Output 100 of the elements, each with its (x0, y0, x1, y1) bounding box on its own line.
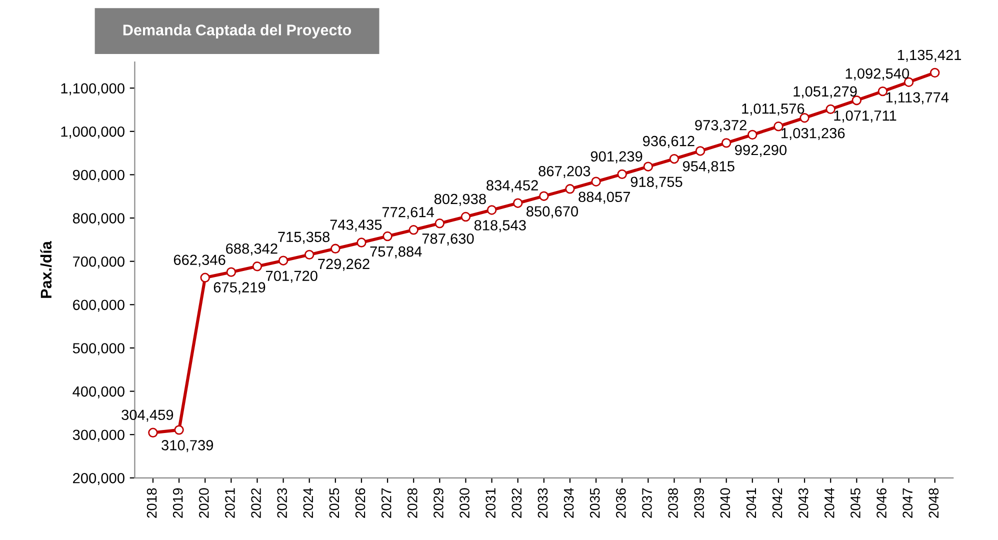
x-tick-label: 2037 (642, 488, 652, 518)
x-tick-label: 2032 (512, 488, 522, 518)
data-label: 973,372 (695, 120, 746, 132)
point (748, 130, 758, 140)
data-label: 1,113,774 (886, 92, 949, 104)
data-label: 834,452 (486, 180, 538, 192)
x-tick-label: 2041 (746, 488, 756, 518)
point (539, 191, 549, 201)
data-label: 757,884 (370, 246, 422, 258)
x-tick-label: 2021 (225, 488, 235, 518)
data-label: 743,435 (330, 220, 382, 232)
x-tick-label: 2047 (902, 488, 913, 518)
data-label: 675,219 (214, 282, 266, 294)
data-label: 901,239 (590, 151, 642, 164)
point (382, 231, 392, 242)
point (565, 184, 575, 194)
x-tick-label: 2022 (251, 488, 261, 518)
y-tick-label: 900,000 (72, 170, 124, 182)
point (304, 250, 314, 260)
x-tick-label: 2035 (590, 488, 600, 518)
data-label: 1,051,279 (794, 86, 857, 98)
x-tick-label: 2048 (928, 488, 939, 518)
x-tick-label: 2020 (198, 488, 209, 518)
point (774, 122, 784, 132)
point (826, 104, 836, 114)
x-tick-label: 2040 (720, 488, 730, 518)
data-label: 992,290 (735, 144, 787, 157)
x-tick-label: 2038 (668, 488, 678, 518)
data-label: 715,358 (278, 232, 330, 244)
x-tick-label: 2044 (824, 488, 834, 518)
point (878, 86, 888, 96)
data-label: 918,755 (630, 176, 682, 189)
chart-title: Demanda Captada del Proyecto (123, 24, 352, 38)
y-tick-label: 1,100,000 (61, 83, 124, 96)
data-label: 954,815 (682, 161, 734, 174)
x-tick-label: 2019 (172, 488, 183, 518)
y-tick-label: 700,000 (73, 256, 124, 268)
data-label: 1,071,711 (834, 110, 896, 122)
point (643, 162, 654, 172)
x-tick-label: 2018 (146, 488, 157, 518)
y-tick-label: 800,000 (72, 213, 124, 226)
point (617, 169, 627, 180)
data-label: 936,612 (642, 136, 694, 148)
x-tick-label: 2042 (772, 488, 782, 518)
point (591, 176, 601, 186)
point (148, 428, 158, 438)
data-label: 1,092,540 (846, 68, 910, 80)
x-tick-label: 2023 (277, 488, 288, 518)
data-label: 1,011,576 (742, 103, 804, 116)
data-label: 884,057 (578, 192, 630, 204)
y-tick-label: 500,000 (72, 343, 124, 356)
data-label: 304,459 (122, 410, 174, 422)
data-label: 772,614 (382, 206, 434, 220)
point (356, 238, 366, 248)
x-tick-label: 2027 (381, 488, 392, 518)
x-tick-label: 2034 (564, 488, 574, 518)
x-tick-label: 2026 (355, 488, 366, 518)
data-label: 701,720 (266, 270, 318, 283)
point (252, 262, 262, 272)
data-label: 867,203 (538, 166, 590, 178)
data-label: 1,031,236 (782, 128, 845, 140)
point (174, 425, 184, 435)
x-tick-label: 2033 (538, 488, 548, 518)
point (721, 138, 732, 148)
y-tick-label: 300,000 (72, 430, 124, 442)
point (460, 212, 471, 222)
data-label: 1,135,421 (898, 50, 962, 62)
data-label: 662,346 (174, 254, 226, 267)
point (200, 272, 210, 283)
data-label: 729,262 (318, 258, 370, 271)
x-tick-label: 2036 (616, 488, 626, 518)
y-tick-label: 1,000,000 (61, 126, 124, 139)
point (669, 154, 680, 164)
y-axis-title: Pax./día (40, 241, 52, 298)
point (330, 244, 340, 254)
data-label: 818,543 (474, 220, 526, 232)
point (434, 218, 445, 228)
point (930, 68, 940, 78)
data-label: 787,630 (422, 233, 474, 246)
x-tick-label: 2029 (434, 488, 444, 518)
x-tick-label: 2028 (407, 488, 418, 518)
point (512, 198, 523, 208)
x-tick-label: 2043 (798, 488, 808, 518)
x-tick-label: 2045 (850, 488, 860, 518)
data-label: 688,342 (226, 243, 278, 256)
point (695, 146, 706, 156)
x-tick-label: 2039 (694, 488, 704, 518)
x-tick-label: 2031 (486, 488, 496, 518)
x-tick-label: 2030 (460, 488, 470, 518)
y-tick-label: 200,000 (73, 473, 124, 486)
data-label: 802,938 (434, 194, 486, 206)
data-label: 850,670 (526, 206, 578, 218)
x-tick-label: 2024 (303, 488, 314, 518)
point (408, 225, 418, 235)
point (278, 256, 288, 266)
y-tick-label: 400,000 (72, 386, 124, 398)
point (226, 267, 236, 277)
y-tick-label: 600,000 (73, 300, 124, 312)
x-tick-label: 2025 (329, 488, 340, 518)
x-tick-label: 2046 (876, 488, 886, 518)
